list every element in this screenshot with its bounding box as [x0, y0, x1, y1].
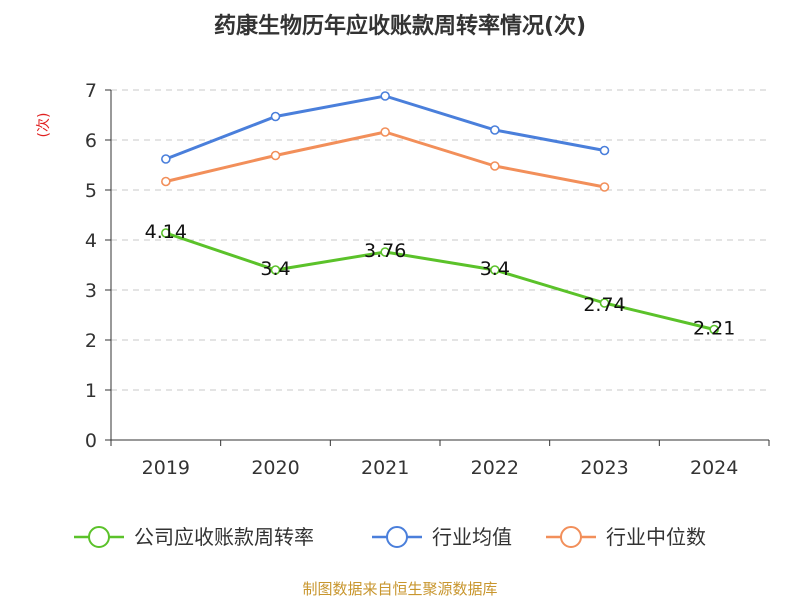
chart-title: 药康生物历年应收账款周转率情况(次): [214, 13, 586, 39]
x-tick-label: 2021: [361, 457, 409, 479]
data-label: 2.74: [583, 294, 625, 316]
data-point: [490, 161, 500, 171]
y-tick-label: 2: [85, 330, 97, 352]
data-point: [599, 182, 610, 192]
x-tick-label: 2023: [580, 457, 628, 479]
data-point: [490, 125, 500, 135]
data-point: [270, 265, 281, 275]
data-labels: 4.14 3.4 3.76 3.4 2.74 2.21: [145, 221, 736, 340]
data-point: [490, 265, 500, 275]
data-label: 4.14: [145, 221, 187, 243]
data-point: [380, 247, 390, 257]
y-tick-label: 0: [85, 430, 97, 452]
data-point: [380, 91, 390, 101]
data-point: [599, 298, 610, 308]
data-label: 2.21: [693, 318, 735, 340]
legend-marker: [560, 526, 582, 548]
y-tick-label: 6: [85, 130, 97, 152]
legend-item: 公司应收账款周转率: [74, 525, 314, 549]
data-point: [161, 176, 171, 187]
data-point: [599, 145, 610, 156]
data-label: 3.4: [260, 258, 290, 280]
y-tick-label: 4: [85, 230, 97, 252]
x-tick-label: 2024: [690, 457, 738, 479]
data-label: 3.76: [364, 240, 406, 262]
data-point: [270, 150, 281, 161]
x-tick-label: 2022: [471, 457, 519, 479]
data-point: [161, 228, 171, 238]
legend-label: 公司应收账款周转率: [134, 525, 314, 549]
legend: 公司应收账款周转率 行业均值 行业中位数: [74, 525, 706, 549]
data-point: [161, 154, 171, 164]
y-tick-label: 5: [85, 180, 97, 202]
series-line: [164, 130, 606, 189]
y-tick-label: 1: [85, 380, 97, 402]
axes: 0 1 2 3 4 5 6 7 2019 2020 2021 2022 2023 2024: [85, 80, 770, 479]
source-note: 制图数据来自恒生聚源数据库: [302, 580, 497, 598]
legend-item: 行业均值: [372, 525, 512, 549]
data-label: 3.4: [480, 258, 510, 280]
legend-marker: [88, 526, 110, 548]
legend-item: 行业中位数: [546, 525, 706, 549]
x-tick-label: 2020: [251, 457, 299, 479]
y-tick-label: 3: [85, 280, 97, 302]
x-tick-label: 2019: [142, 457, 190, 479]
series-group: [161, 91, 719, 335]
legend-label: 行业中位数: [606, 525, 706, 549]
y-tick-label: 7: [85, 80, 97, 102]
y-axis-label: (次): [36, 113, 52, 138]
data-point: [270, 111, 281, 122]
legend-label: 行业均值: [432, 525, 512, 549]
grid-lines: [111, 89, 769, 391]
data-point: [380, 127, 390, 137]
data-point: [709, 324, 719, 335]
series-line: [164, 231, 716, 331]
legend-marker: [386, 526, 408, 548]
